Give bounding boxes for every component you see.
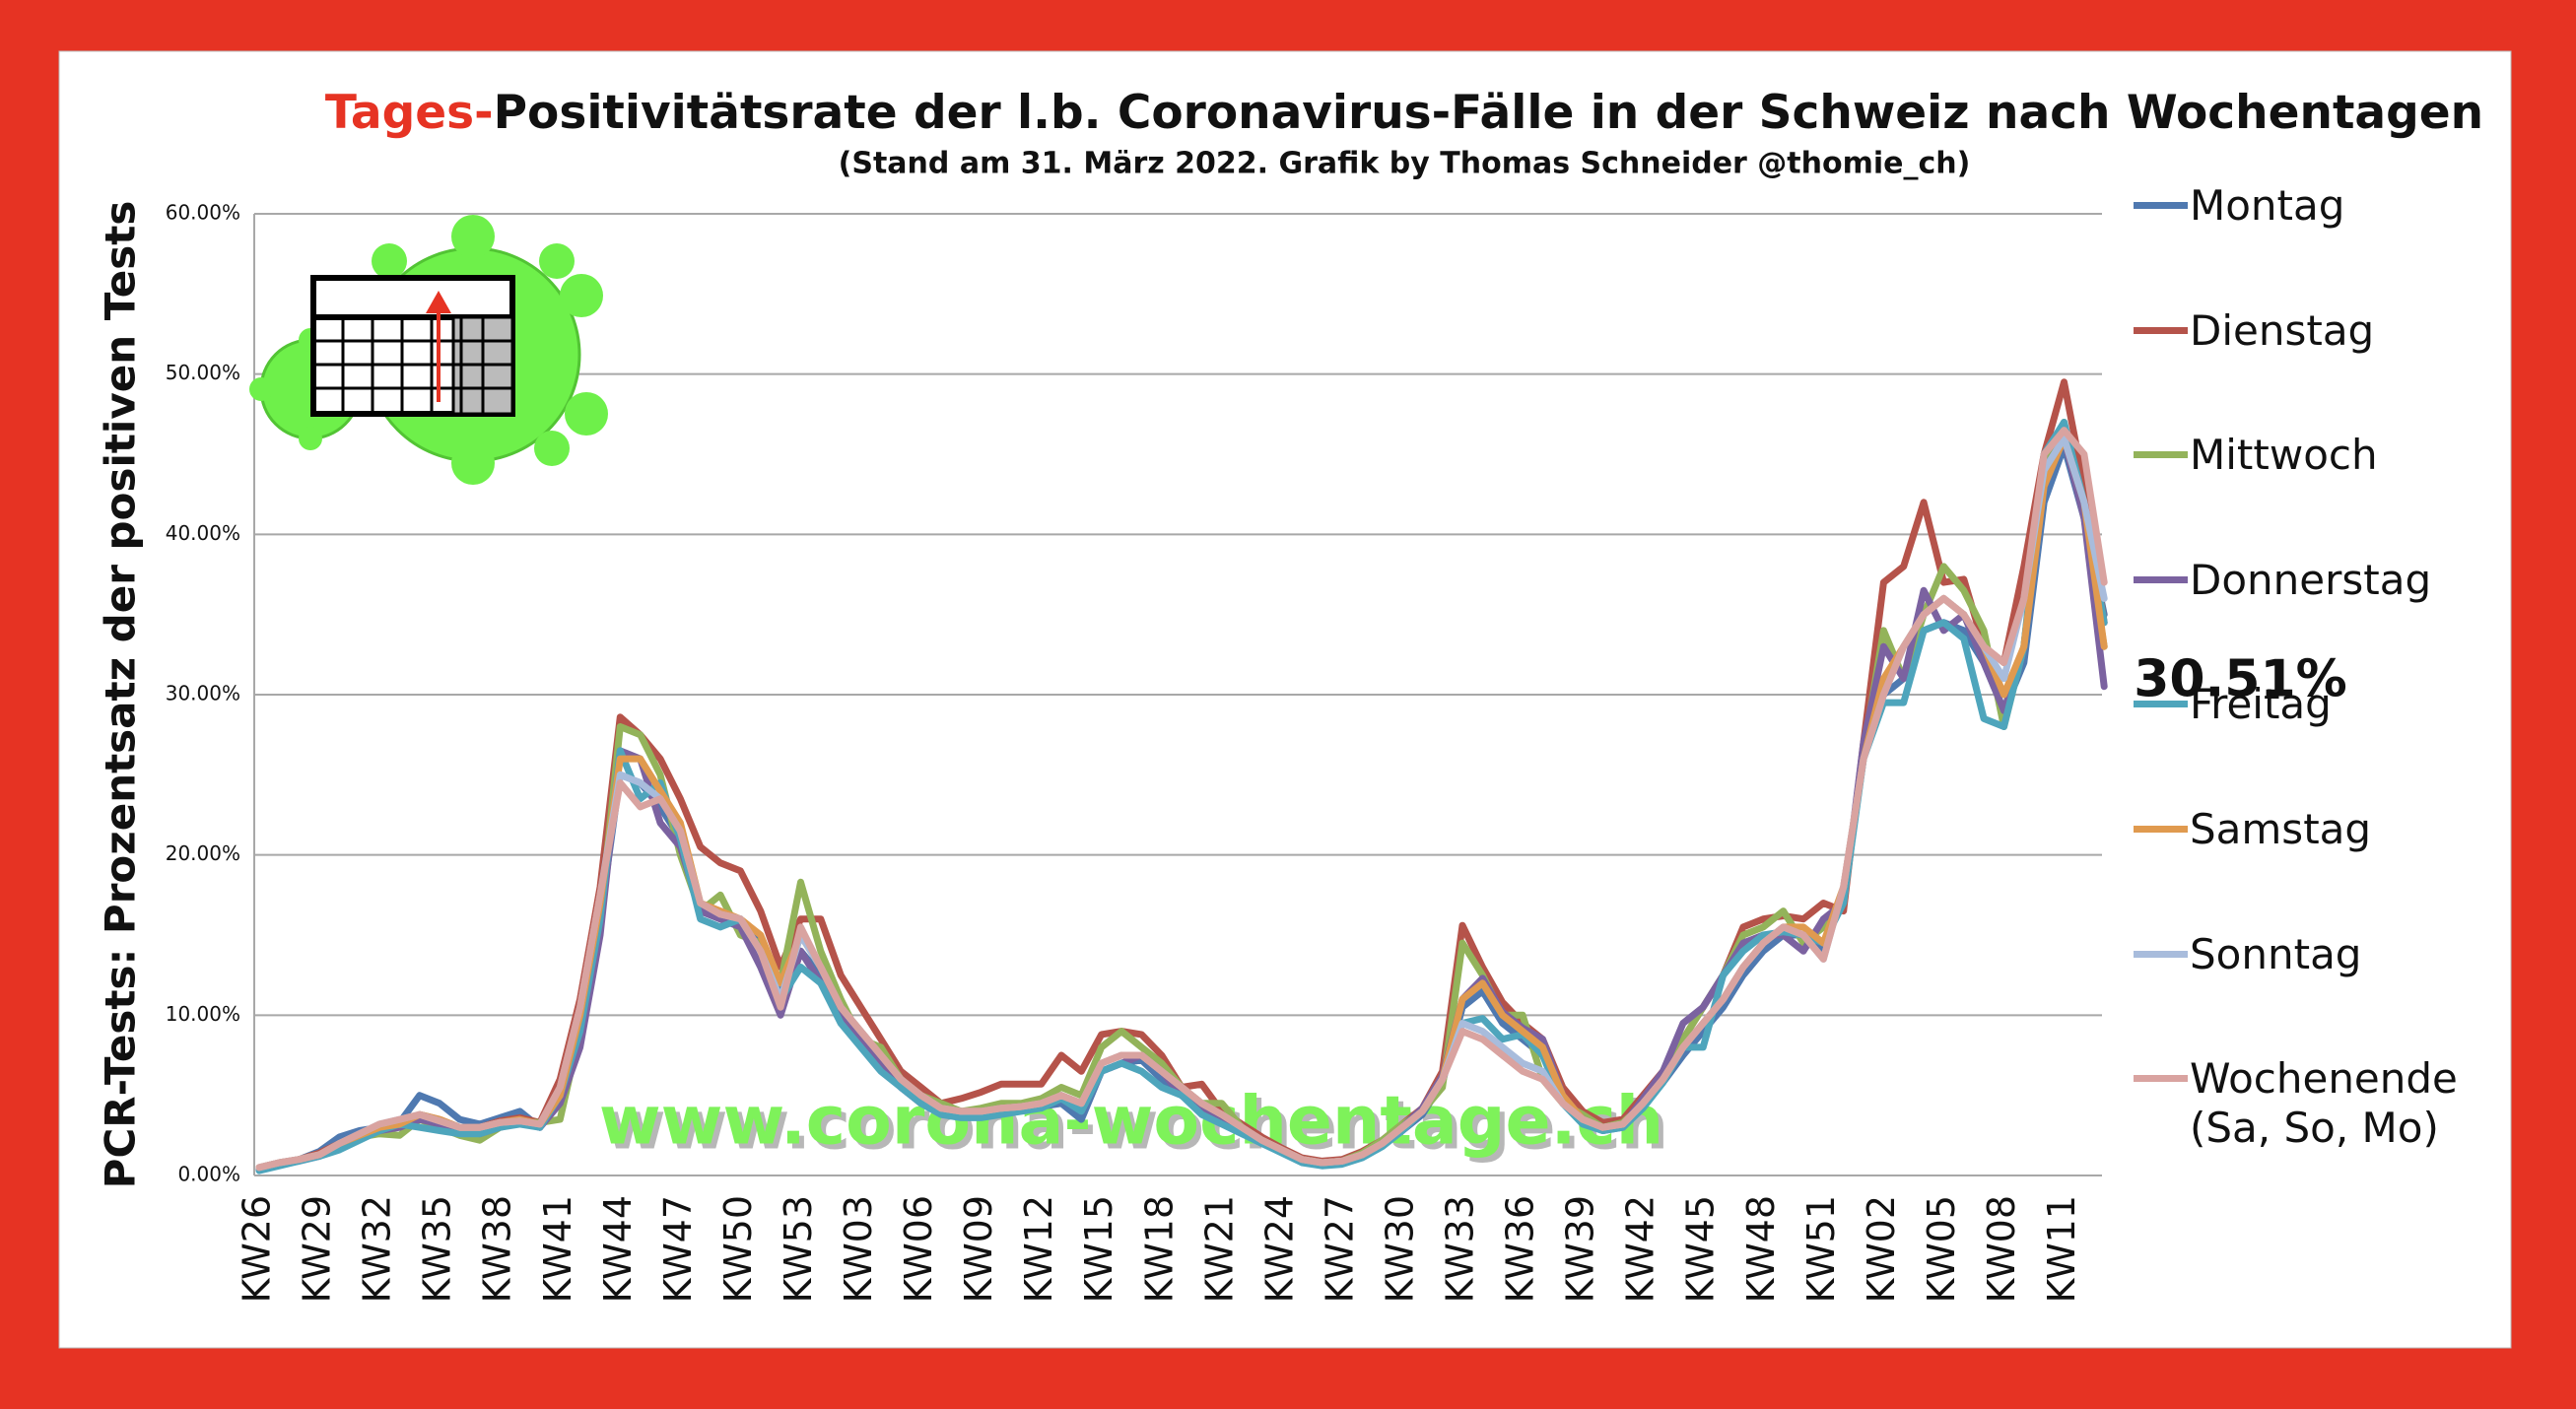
watermark-shadow: www.corona-wochentage.ch: [604, 1088, 1668, 1166]
legend-label: Wochenende (Sa, So, Mo): [2190, 1054, 2458, 1153]
x-tick-label: KW51: [1799, 1195, 1843, 1304]
y-tick-label: 10.00%: [166, 1002, 240, 1026]
legend-swatch: [2134, 701, 2188, 708]
x-tick-label: KW18: [1137, 1195, 1181, 1304]
x-tick-label: KW50: [716, 1195, 760, 1304]
legend-label: Montag: [2190, 181, 2345, 230]
legend-swatch: [2134, 1075, 2188, 1083]
legend-label: Samstag: [2190, 804, 2372, 853]
x-tick-label: KW03: [837, 1195, 880, 1304]
x-tick-label: KW41: [536, 1195, 579, 1304]
series-line: [255, 427, 2108, 1172]
legend-swatch: [2134, 950, 2188, 958]
y-tick-label: 60.00%: [166, 201, 240, 225]
legend-entry: Mittwoch: [2134, 431, 2547, 556]
annotation: 30.51%: [2134, 650, 2347, 709]
y-tick-label: 50.00%: [166, 361, 240, 384]
legend-entry: Sonntag: [2134, 930, 2547, 1055]
legend-entry: Donnerstag: [2134, 556, 2547, 681]
x-tick-label: KW47: [656, 1195, 700, 1304]
legend-label: Mittwoch: [2190, 431, 2378, 480]
x-tick-label: KW05: [1920, 1195, 1963, 1304]
legend-entry: Wochenende (Sa, So, Mo): [2134, 1054, 2547, 1179]
y-tick-label: 30.00%: [166, 682, 240, 705]
x-tick-label: KW32: [356, 1195, 399, 1304]
legend-entry: Freitag: [2134, 680, 2547, 805]
chart-subtitle: (Stand am 31. März 2022. Grafik by Thoma…: [839, 147, 1971, 181]
legend-swatch: [2134, 825, 2188, 833]
legend-swatch: [2134, 451, 2188, 459]
legend: Montag Dienstag Mittwoch Donnerstag Freitag S…: [2134, 181, 2547, 1179]
x-tick-label: KW35: [416, 1195, 459, 1304]
x-tick-label: KW38: [476, 1195, 519, 1304]
x-tick-label: KW27: [1318, 1195, 1361, 1304]
legend-label: Sonntag: [2190, 929, 2362, 978]
y-axis-label: PCR-Tests: Prozentsatz der positiven Tes…: [97, 201, 145, 1189]
x-tick-label: KW44: [596, 1195, 640, 1304]
x-tick-label: KW08: [1980, 1195, 2023, 1304]
x-tick-label: KW06: [897, 1195, 940, 1304]
x-tick-label: KW39: [1559, 1195, 1602, 1304]
x-tick-label: KW30: [1378, 1195, 1421, 1304]
x-tick-label: KW48: [1739, 1195, 1783, 1304]
x-tick-label: KW45: [1679, 1195, 1723, 1304]
x-tick-label: KW21: [1197, 1195, 1241, 1304]
chart-title: Tages-Positivitätsrate der l.b. Coronavi…: [325, 86, 2483, 140]
x-tick-label: KW12: [1017, 1195, 1060, 1304]
x-tick-label: KW42: [1619, 1195, 1662, 1304]
y-tick-label: 0.00%: [177, 1163, 240, 1186]
x-tick-label: KW36: [1499, 1195, 1542, 1304]
x-tick-label: KW11: [2040, 1195, 2083, 1304]
legend-entry: Samstag: [2134, 805, 2547, 930]
virus-icon: [249, 215, 608, 485]
x-tick-label: KW26: [236, 1195, 279, 1304]
legend-swatch: [2134, 326, 2188, 334]
x-tick-label: KW33: [1439, 1195, 1482, 1304]
legend-label: Donnerstag: [2190, 555, 2432, 604]
x-tick-label: KW24: [1257, 1195, 1301, 1304]
legend-entry: Dienstag: [2134, 306, 2547, 432]
x-tick-label: KW15: [1077, 1195, 1120, 1304]
legend-swatch: [2134, 575, 2188, 583]
x-tick-label: KW29: [296, 1195, 339, 1304]
y-tick-label: 40.00%: [166, 521, 240, 545]
y-tick-label: 20.00%: [166, 841, 240, 865]
title-text: Positivitätsrate der l.b. Coronavirus-Fä…: [494, 86, 2484, 140]
title-highlight: Tages-: [325, 86, 494, 140]
legend-swatch: [2134, 202, 2188, 209]
x-tick-label: KW02: [1860, 1195, 1903, 1304]
watermark: www.corona-wochentage.ch: [599, 1083, 1663, 1161]
legend-entry: Montag: [2134, 181, 2547, 306]
x-tick-label: KW53: [777, 1195, 820, 1304]
legend-label: Dienstag: [2190, 305, 2375, 355]
x-tick-label: KW09: [957, 1195, 1000, 1304]
legend-label: Freitag: [2190, 680, 2332, 729]
